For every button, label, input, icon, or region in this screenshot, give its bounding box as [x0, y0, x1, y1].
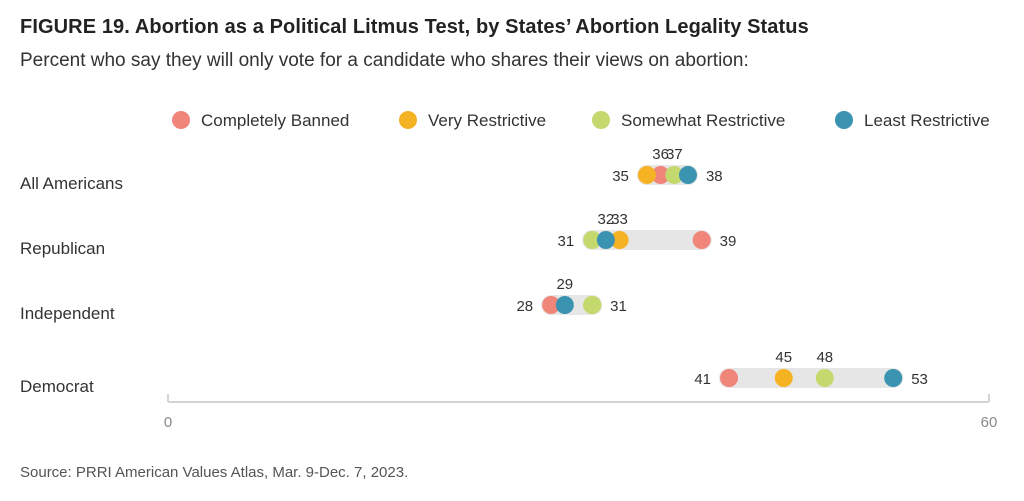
data-label: 35	[612, 168, 629, 185]
legend-label-completely-banned: Completely Banned	[201, 111, 349, 130]
data-label: 29	[556, 276, 573, 293]
data-label: 39	[720, 233, 737, 250]
dot-least-restrictive	[596, 231, 615, 249]
source-note: Source: PRRI American Values Atlas, Mar.…	[20, 464, 409, 481]
data-label: 31	[557, 233, 574, 250]
tick-label: 0	[164, 414, 172, 431]
data-label: 38	[706, 168, 723, 185]
data-label: 31	[610, 298, 627, 315]
legend-marker-least-restrictive	[835, 111, 853, 129]
legend: Completely Banned Very Restrictive Somewha…	[172, 111, 990, 130]
data-label: 33	[611, 211, 628, 228]
legend-label-least-restrictive: Least Restrictive	[864, 111, 990, 130]
dot-somewhat-restrictive	[583, 296, 602, 314]
legend-marker-very-restrictive	[399, 111, 417, 129]
dot-somewhat-restrictive	[665, 166, 684, 184]
legend-marker-somewhat-restrictive	[592, 111, 610, 129]
category-label: All Americans	[20, 174, 123, 193]
data-label: 48	[816, 349, 833, 366]
category-label: Independent	[20, 304, 115, 323]
legend-label-somewhat-restrictive: Somewhat Restrictive	[621, 111, 785, 130]
dot-somewhat-restrictive	[583, 231, 602, 249]
row-independent: Independent 29 28 31	[20, 276, 627, 323]
data-label: 37	[666, 146, 683, 163]
data-label: 28	[516, 298, 533, 315]
category-label: Republican	[20, 239, 105, 258]
dot-completely-banned	[651, 166, 670, 184]
dot-very-restrictive	[610, 231, 629, 249]
dot-least-restrictive	[678, 166, 697, 184]
dot-completely-banned	[542, 296, 561, 314]
data-label: 41	[694, 371, 711, 388]
data-label: 45	[775, 349, 792, 366]
data-label: 53	[911, 371, 928, 388]
dot-very-restrictive	[774, 369, 793, 387]
chart-subtitle: Percent who say they will only vote for …	[20, 50, 749, 71]
dot-least-restrictive	[555, 296, 574, 314]
legend-marker-completely-banned	[172, 111, 190, 129]
data-label: 32	[598, 211, 615, 228]
legend-label-very-restrictive: Very Restrictive	[428, 111, 546, 130]
dot-very-restrictive	[637, 166, 656, 184]
row-democrat: Democrat 45 48 41 53	[20, 349, 928, 396]
dot-completely-banned	[692, 231, 711, 249]
category-label: Democrat	[20, 377, 94, 396]
chart-title: FIGURE 19. Abortion as a Political Litmu…	[20, 16, 809, 38]
data-label: 36	[652, 146, 669, 163]
dot-least-restrictive	[884, 369, 903, 387]
dot-completely-banned	[720, 369, 739, 387]
x-axis: 0 60	[164, 394, 998, 431]
tick-label: 60	[981, 414, 998, 431]
dot-somewhat-restrictive	[815, 369, 834, 387]
